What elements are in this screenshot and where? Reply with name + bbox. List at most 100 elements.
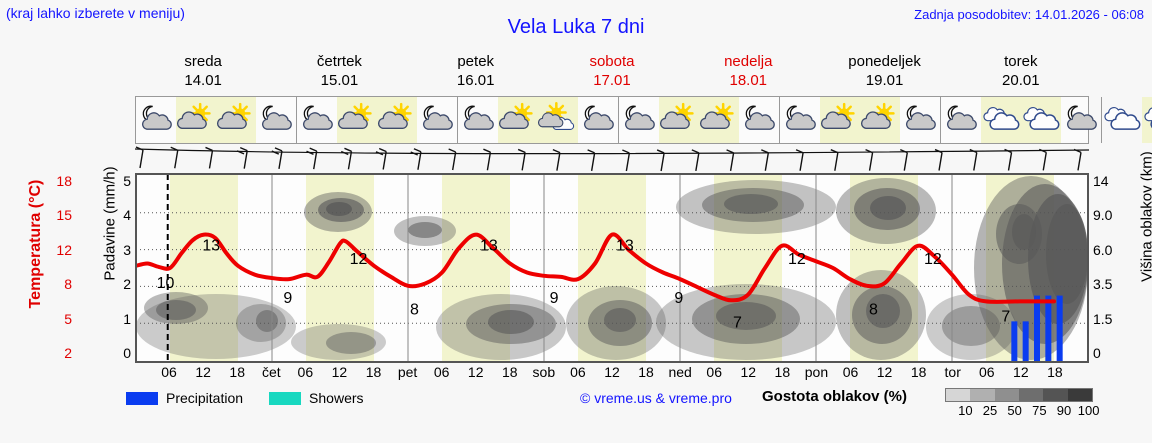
cloud-height-axis-title: Višina oblakov (km) (1138, 151, 1152, 282)
icon-day-6 (941, 97, 1102, 143)
cloud-density-title: Gostota oblakov (%) (762, 388, 908, 405)
temperature-label: 7 (733, 314, 742, 331)
wind-barb (306, 147, 318, 170)
precipitation-bar (1011, 321, 1018, 362)
wind-barb (656, 149, 665, 172)
x-tick-06-24: 06 (978, 364, 995, 380)
icon-day-4 (619, 97, 780, 143)
copyright-label[interactable]: © vreme.us & vreme.pro (580, 390, 732, 406)
icon-cell (739, 97, 779, 143)
wind-barb (552, 148, 561, 171)
temperature-tick-12: 12 (56, 241, 72, 258)
precipitation-legend-label: Precipitation (166, 390, 244, 406)
cloud-height-tick-0: 0 (1093, 345, 1101, 361)
cloud-density-tick-10: 10 (958, 403, 973, 418)
icon-cell (981, 97, 1021, 143)
x-tick-12-5: 12 (331, 364, 348, 380)
cloud-density-swatch-10 (946, 389, 971, 401)
temperature-label: 9 (674, 290, 683, 307)
x-tick-18-6: 18 (365, 364, 382, 380)
temperature-tick-5: 5 (64, 310, 72, 327)
icon-cell (578, 97, 618, 143)
icon-cell (659, 97, 699, 143)
sun-cloud-small-icon (538, 102, 575, 130)
temperature-tick-18: 18 (56, 173, 72, 189)
x-axis-ticks: 06 12 18 čet 06 12 18 pet 06 12 18 sob 06 12 18 ned 06 12… (135, 364, 1089, 384)
day-header-strip: sreda 14.01 četrtek 15.01 petek 16.01 sobota 17… (135, 52, 1089, 92)
sun-cloud-icon (176, 102, 211, 129)
icon-cell (941, 97, 981, 143)
x-tick-tor-23: tor (944, 364, 961, 380)
icon-cell (498, 97, 538, 143)
precipitation-tick-5: 5 (123, 173, 131, 189)
cloud-density-blob (326, 332, 376, 354)
day-header-3: petek 16.01 (408, 52, 544, 92)
icon-cell (538, 97, 578, 143)
x-tick-12-21: 12 (876, 364, 893, 380)
moon-cloud-icon (785, 105, 816, 130)
day-name: sreda (184, 53, 222, 70)
x-tick-06-20: 06 (842, 364, 859, 380)
cloudy-icon (1023, 107, 1060, 130)
cloud-density-blob (716, 302, 776, 330)
icon-cell (1061, 97, 1101, 143)
wind-barb (236, 147, 248, 169)
forecast-plot: 10 13 9 12 8 13 9 13 9 7 12 8 12 7 (135, 173, 1089, 363)
day-header-2: četrtek 15.01 (271, 52, 407, 92)
x-tick-12-13: 12 (604, 364, 620, 380)
wind-barb (691, 149, 700, 172)
icon-day-3 (458, 97, 619, 143)
cloud-density-blob (724, 194, 778, 214)
cloud-density-blob (408, 222, 442, 238)
wind-barb (865, 149, 874, 171)
icon-cell (337, 97, 377, 143)
wind-barb (795, 149, 804, 171)
x-tick-18-2: 18 (229, 364, 245, 380)
x-tick-12-9: 12 (467, 364, 484, 380)
menu-note: (kraj lahko izberete v meniju) (6, 5, 185, 21)
x-tick-pon-19: pon (804, 364, 829, 380)
icon-day-1 (136, 97, 297, 143)
temperature-ticks: 18 15 12 8 5 2 (44, 173, 72, 363)
wind-barb (830, 149, 839, 171)
precipitation-tick-3: 3 (123, 241, 131, 258)
icon-cell (256, 97, 296, 143)
day-header-4: sobota 17.01 (544, 52, 680, 92)
icon-cell (458, 97, 498, 143)
day-date: 19.01 (865, 72, 904, 89)
x-tick-18-22: 18 (910, 364, 927, 380)
page-title: Vela Luka 7 dni (507, 16, 645, 38)
sun-cloud-icon (820, 102, 855, 129)
sun-cloud-icon (377, 102, 412, 129)
cloud-height-tick-3.5: 3.5 (1093, 276, 1113, 293)
cloud-density-blob (942, 306, 1000, 346)
sun-cloud-icon (699, 102, 734, 129)
wind-barb (271, 147, 283, 169)
moon-cloud-icon (946, 105, 977, 130)
icon-cell (297, 97, 337, 143)
temperature-tick-8: 8 (64, 276, 72, 293)
icon-cell (417, 97, 457, 143)
moon-cloud-icon (141, 105, 172, 130)
cloud-density-blob (1046, 204, 1088, 304)
temperature-label: 10 (157, 275, 175, 292)
day-name: nedelja (724, 53, 773, 70)
moon-cloud-icon (744, 105, 775, 130)
cloud-density-swatch-25 (970, 389, 995, 401)
cloud-height-tick-14: 14 (1093, 173, 1109, 189)
moon-cloud-icon (302, 105, 333, 130)
cloud-density-blob (870, 196, 906, 220)
x-tick-18-10: 18 (501, 364, 518, 380)
temperature-label: 7 (1001, 308, 1010, 325)
series-legend: Precipitation Showers (126, 388, 382, 408)
icon-day-5 (780, 97, 941, 143)
x-tick-06-0: 06 (161, 364, 177, 380)
wind-barb (934, 148, 943, 171)
wind-barb (410, 148, 422, 170)
wind-barb (1073, 148, 1082, 171)
temperature-label: 13 (202, 238, 220, 255)
wind-barb (900, 148, 908, 171)
x-tick-pet-7: pet (397, 364, 418, 380)
cloud-density-tick-labels: 10 25 50 75 90 100 (940, 403, 1100, 421)
wind-barb (517, 148, 526, 171)
